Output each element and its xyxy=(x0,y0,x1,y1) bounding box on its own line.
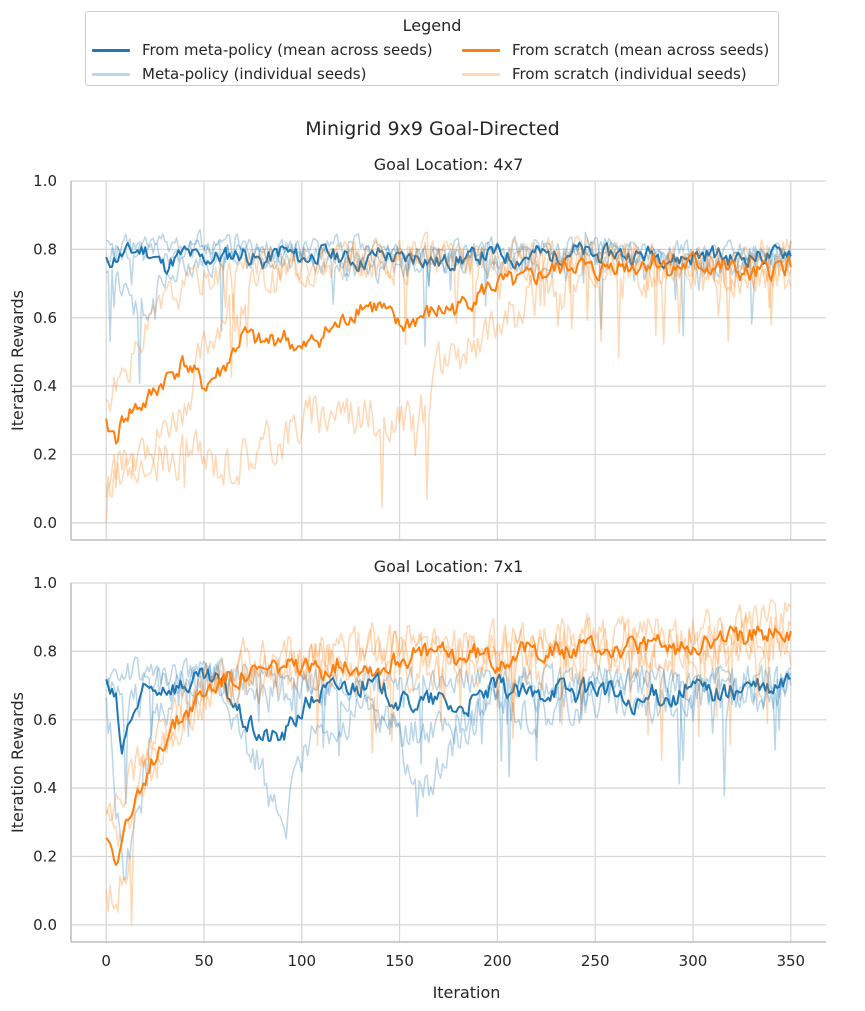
y-axis-label: Iteration Rewards xyxy=(8,290,27,431)
legend-swatch-scratch-seeds xyxy=(462,72,500,76)
legend-item-meta-seeds: Meta-policy (individual seeds) xyxy=(92,65,366,83)
series-group xyxy=(105,228,792,523)
series-line-scratch_mean xyxy=(105,625,792,866)
series-line-scratch_seed xyxy=(105,238,792,509)
y-tick-label: 0.4 xyxy=(33,779,57,797)
x-tick-label: 350 xyxy=(776,952,805,970)
legend-swatch-scratch-mean xyxy=(462,48,500,52)
series-line-scratch_seed xyxy=(105,231,792,523)
series-line-meta_mean xyxy=(105,241,792,275)
y-tick-label: 0.2 xyxy=(33,848,57,866)
x-tick-label: 50 xyxy=(194,952,213,970)
panel-title: Goal Location: 7x1 xyxy=(374,557,524,576)
y-axis-label: Iteration Rewards xyxy=(8,692,27,833)
panel-2: 0.0 0.2 0.4 0.6 0.8 1.0 0 50 100 150 200 250 300 350 G… xyxy=(8,557,826,1002)
x-tick-label: 0 xyxy=(101,952,111,970)
legend-title: Legend xyxy=(402,16,462,35)
x-axis-label: Iteration xyxy=(433,983,501,1002)
legend-label-meta-seeds: Meta-policy (individual seeds) xyxy=(142,65,367,83)
legend-item-scratch-mean: From scratch (mean across seeds) xyxy=(462,41,769,59)
y-tick-label: 0.6 xyxy=(33,711,57,729)
x-tick-label: 100 xyxy=(287,952,316,970)
series-group xyxy=(105,598,792,926)
legend-swatch-meta-seeds xyxy=(92,72,130,76)
x-tick-label: 300 xyxy=(679,952,708,970)
series-line-meta_seed xyxy=(105,236,792,332)
y-tick-label: 0.8 xyxy=(33,240,57,258)
series-line-scratch_mean xyxy=(105,250,792,445)
legend-label-meta-mean: From meta-policy (mean across seeds) xyxy=(142,41,433,59)
series-line-meta_seed xyxy=(105,228,792,337)
x-tick-label: 200 xyxy=(483,952,512,970)
y-tick-label: 0.6 xyxy=(33,309,57,327)
series-line-meta_seed xyxy=(105,660,792,881)
panel-1: 0.0 0.2 0.4 0.6 0.8 1.0 Goal Location: 4x7 Iter… xyxy=(8,155,826,541)
series-line-meta_seed xyxy=(105,242,792,384)
y-tick-label: 1.0 xyxy=(33,574,57,592)
series-line-meta_seed xyxy=(105,656,792,766)
panel-title: Goal Location: 4x7 xyxy=(374,155,524,174)
series-line-meta_seed xyxy=(105,661,792,840)
y-tick-label: 0.4 xyxy=(33,377,57,395)
x-tick-label: 150 xyxy=(385,952,414,970)
legend-label-scratch-seeds: From scratch (individual seeds) xyxy=(512,65,747,83)
figure-title: Minigrid 9x9 Goal-Directed xyxy=(305,118,560,140)
legend-swatch-meta-mean xyxy=(92,48,130,52)
series-line-scratch_seed xyxy=(105,236,792,412)
y-tick-label: 0.0 xyxy=(33,514,57,532)
series-line-scratch_seed xyxy=(105,598,792,848)
legend: Legend From meta-policy (mean across see… xyxy=(85,11,779,86)
y-tick-label: 0.2 xyxy=(33,446,57,464)
legend-item-meta-mean: From meta-policy (mean across seeds) xyxy=(92,41,433,59)
y-tick-label: 1.0 xyxy=(33,172,57,190)
y-tick-label: 0.8 xyxy=(33,642,57,660)
series-line-scratch_seed xyxy=(105,624,792,822)
legend-item-scratch-seeds: From scratch (individual seeds) xyxy=(462,65,747,83)
legend-label-scratch-mean: From scratch (mean across seeds) xyxy=(512,41,770,59)
y-tick-label: 0.0 xyxy=(33,916,57,934)
x-tick-label: 250 xyxy=(581,952,610,970)
